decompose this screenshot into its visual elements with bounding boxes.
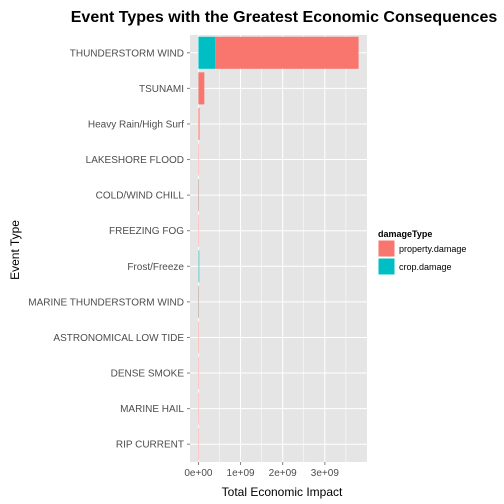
y-tick-label: Frost/Freeze bbox=[127, 262, 184, 273]
legend-title: damageType bbox=[378, 229, 432, 239]
y-tick-label: TSUNAMI bbox=[139, 84, 184, 95]
x-tick-label: 0e+00 bbox=[184, 468, 213, 479]
y-tick-label: MARINE THUNDERSTORM WIND bbox=[28, 297, 184, 308]
y-tick-label: ASTRONOMICAL LOW TIDE bbox=[53, 333, 184, 344]
y-tick-label: Heavy Rain/High Surf bbox=[88, 119, 184, 130]
x-tick-label: 1e+09 bbox=[227, 468, 256, 479]
bars bbox=[198, 36, 359, 461]
x-tick-labels: 0e+00 1e+09 2e+09 3e+09 bbox=[184, 462, 339, 479]
chart-title: Event Types with the Greatest Economic C… bbox=[71, 9, 498, 26]
y-tick-label: LAKESHORE FLOOD bbox=[86, 155, 184, 166]
bar-property-damage bbox=[215, 36, 359, 69]
legend-label: crop.damage bbox=[399, 262, 452, 272]
bar-property-damage bbox=[198, 107, 200, 140]
legend-swatch bbox=[378, 258, 395, 275]
legend-swatch bbox=[378, 240, 395, 257]
y-tick-label: MARINE HAIL bbox=[120, 404, 184, 415]
legend: damageType property.damage crop.damage bbox=[377, 229, 466, 276]
x-tick-label: 2e+09 bbox=[269, 468, 298, 479]
y-tick-label: FREEZING FOG bbox=[109, 226, 184, 237]
plot-panel bbox=[190, 35, 367, 462]
x-tick-label: 3e+09 bbox=[311, 468, 340, 479]
bar-property-damage bbox=[198, 72, 205, 105]
x-axis-title: Total Economic Impact bbox=[222, 485, 343, 499]
bar-crop-damage bbox=[198, 36, 216, 69]
gridlines bbox=[190, 35, 367, 462]
y-tick-label: THUNDERSTORM WIND bbox=[70, 48, 184, 59]
y-tick-labels: THUNDERSTORM WIND TSUNAMI Heavy Rain/High … bbox=[28, 48, 190, 451]
y-tick-label: COLD/WIND CHILL bbox=[96, 191, 185, 202]
y-tick-label: DENSE SMOKE bbox=[111, 369, 185, 380]
legend-label: property.damage bbox=[399, 244, 466, 254]
y-tick-label: RIP CURRENT bbox=[116, 440, 184, 451]
y-axis-title: Event Type bbox=[8, 220, 22, 280]
